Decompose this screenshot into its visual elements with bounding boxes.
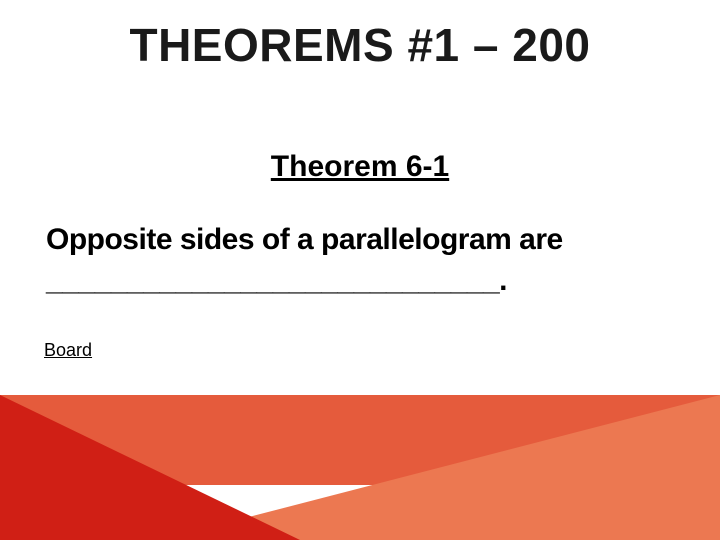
theorem-subtitle: Theorem 6-1	[0, 150, 720, 184]
slide-container: THEOREMS #1 – 200 Theorem 6-1 Opposite s…	[0, 0, 720, 540]
board-link[interactable]: Board	[44, 340, 92, 361]
slide-title: THEOREMS #1 – 200	[0, 18, 720, 72]
footer-triangle-dark	[0, 395, 300, 540]
theorem-body-text: Opposite sides of a parallelogram are __…	[46, 220, 686, 301]
